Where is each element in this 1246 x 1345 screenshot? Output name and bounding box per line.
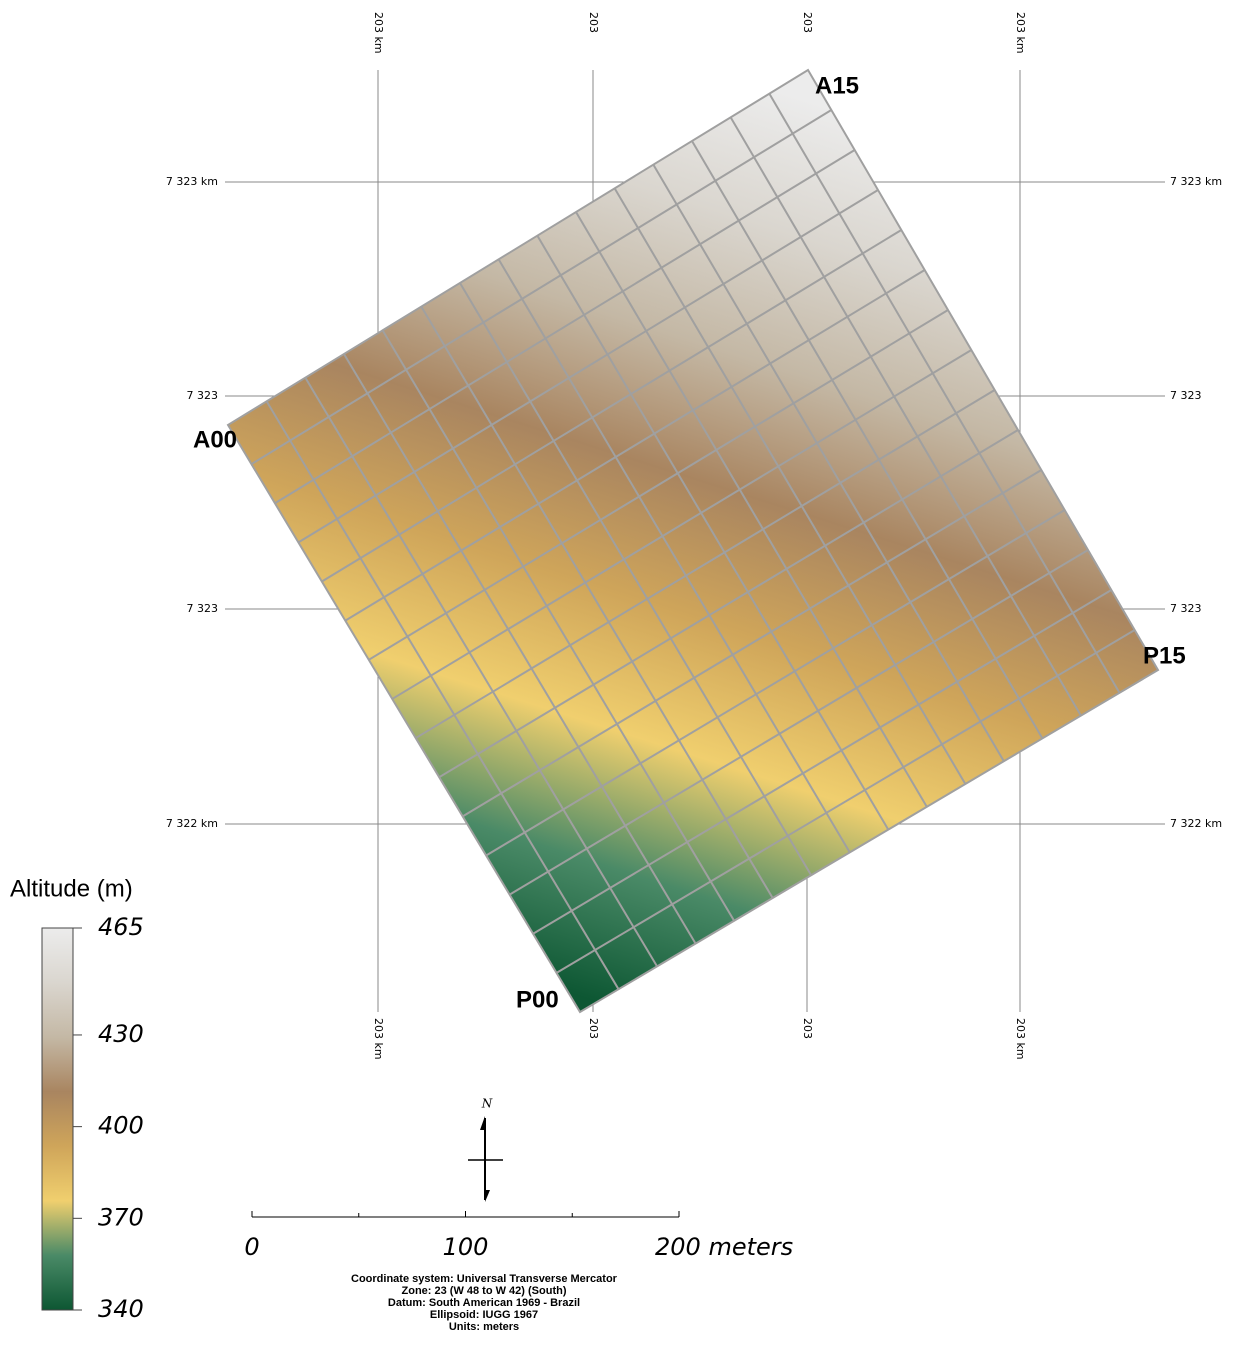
right-coord-label: 7 322 km <box>1170 817 1222 830</box>
scale-label: 0 <box>244 1233 259 1261</box>
coordinate-info: Coordinate system: Universal Transverse … <box>351 1273 618 1285</box>
top-coord-label: 203 <box>587 12 600 33</box>
north-arrow: N <box>468 1097 503 1203</box>
map-page: 203 km 203 km 203 203 203 203 203 km 203 km 7 32… <box>0 0 1246 1345</box>
north-label: N <box>481 1097 493 1111</box>
left-coord-label: 7 322 km <box>166 817 218 830</box>
scale-label: 200 meters <box>655 1233 793 1261</box>
bottom-coord-label: 203 km <box>1014 1018 1027 1060</box>
bottom-coord-label: 203 km <box>372 1018 385 1060</box>
top-coord-label: 203 km <box>1014 12 1027 54</box>
left-coord-label: 7 323 <box>187 389 219 402</box>
coordinate-info: Units: meters <box>449 1321 519 1333</box>
right-coord-label: 7 323 <box>1170 602 1202 615</box>
top-coord-label: 203 km <box>372 12 385 54</box>
elevation-raster <box>228 70 1158 1012</box>
scale-label: 100 <box>443 1233 489 1261</box>
legend-title: Altitude (m) <box>10 875 133 902</box>
coordinate-info: Datum: South American 1969 - Brazil <box>388 1297 580 1309</box>
left-coord-label: 7 323 km <box>166 175 218 188</box>
legend-colorbar <box>42 928 73 1310</box>
legend-tick-label: 370 <box>98 1203 144 1231</box>
corner-label: A00 <box>193 426 237 453</box>
left-coord-label: 7 323 <box>187 602 219 615</box>
legend-tick-label: 340 <box>98 1295 144 1323</box>
legend-tick-label: 430 <box>98 1020 144 1048</box>
corner-label: P15 <box>1143 642 1186 669</box>
legend-tick-label: 465 <box>98 913 144 941</box>
right-coord-label: 7 323 km <box>1170 175 1222 188</box>
coordinate-info: Zone: 23 (W 48 to W 42) (South) <box>402 1285 567 1297</box>
corner-label: A15 <box>815 72 859 99</box>
bottom-coord-label: 203 <box>801 1018 814 1039</box>
bottom-coord-label: 203 <box>587 1018 600 1039</box>
legend-tick-label: 400 <box>98 1112 144 1140</box>
right-coord-label: 7 323 <box>1170 389 1202 402</box>
coordinate-info: Ellipsoid: IUGG 1967 <box>430 1309 538 1321</box>
corner-label: P00 <box>516 986 559 1013</box>
top-coord-label: 203 <box>801 12 814 33</box>
